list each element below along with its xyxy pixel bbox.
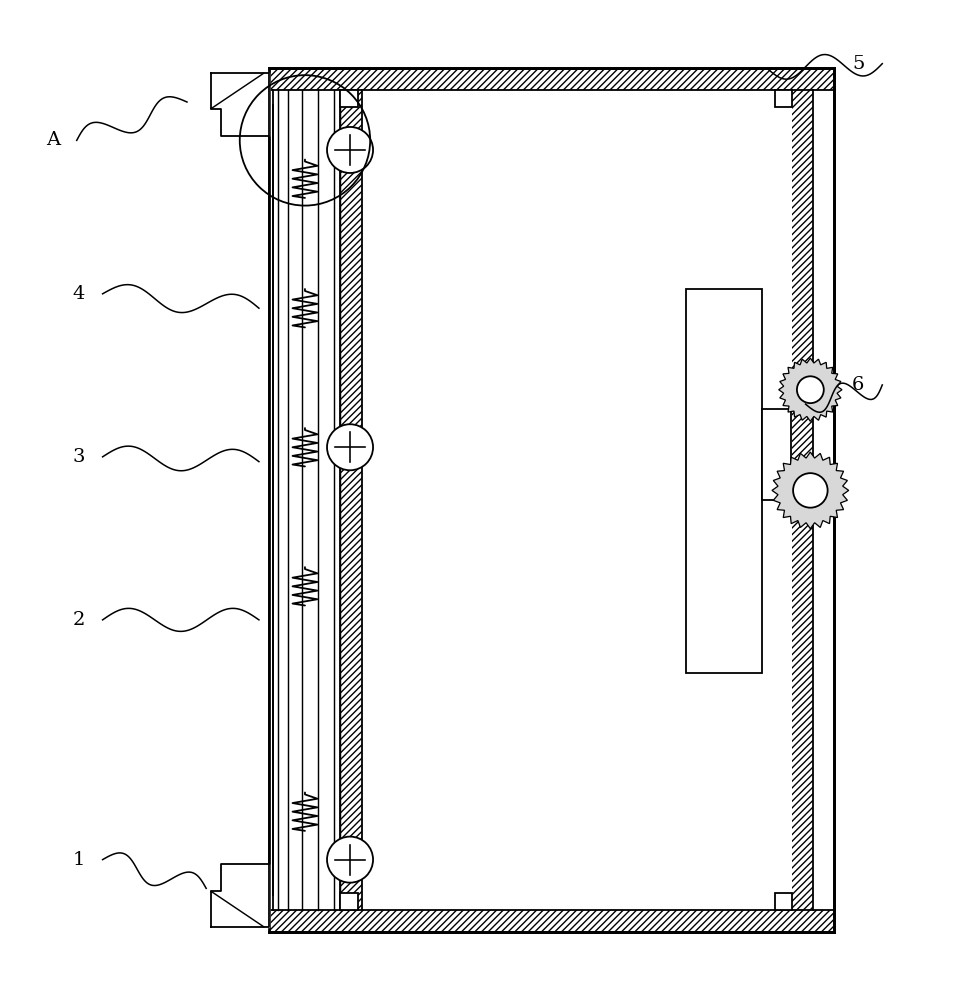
Polygon shape — [772, 452, 849, 529]
Circle shape — [793, 473, 828, 508]
Bar — [340, 893, 358, 910]
Text: 6: 6 — [853, 376, 864, 394]
Bar — [686, 289, 762, 673]
Polygon shape — [211, 864, 269, 927]
Text: 5: 5 — [853, 55, 864, 73]
Bar — [340, 90, 362, 910]
Circle shape — [797, 376, 824, 403]
Bar — [775, 90, 792, 107]
Polygon shape — [211, 73, 269, 136]
Bar — [362, 90, 792, 910]
Text: 1: 1 — [73, 851, 84, 869]
Bar — [269, 910, 834, 932]
Text: A: A — [46, 131, 59, 149]
Bar — [269, 68, 834, 90]
Bar — [340, 90, 358, 107]
Bar — [269, 68, 834, 932]
Text: 2: 2 — [73, 611, 84, 629]
Bar — [792, 90, 813, 910]
Polygon shape — [779, 358, 842, 421]
Text: 4: 4 — [73, 285, 84, 303]
Circle shape — [327, 837, 373, 883]
Circle shape — [327, 424, 373, 470]
Circle shape — [327, 127, 373, 173]
Bar — [775, 893, 792, 910]
Bar — [762, 409, 791, 500]
Text: 3: 3 — [72, 448, 85, 466]
